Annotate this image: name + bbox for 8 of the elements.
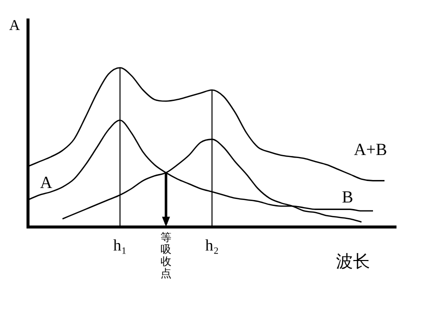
x-tick-label: h₂ [205, 238, 219, 255]
series-label: A [40, 173, 53, 192]
x-tick-label: h₁ [113, 238, 127, 255]
series-label: A+B [354, 140, 388, 160]
y-axis-title: A [9, 18, 20, 34]
x-axis-title: 波长 [336, 252, 370, 272]
series-label: B [342, 187, 354, 206]
text: 等吸收点 [160, 231, 172, 280]
